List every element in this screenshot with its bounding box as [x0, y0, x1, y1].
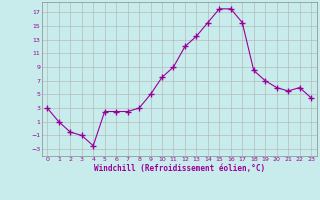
X-axis label: Windchill (Refroidissement éolien,°C): Windchill (Refroidissement éolien,°C) [94, 164, 265, 173]
